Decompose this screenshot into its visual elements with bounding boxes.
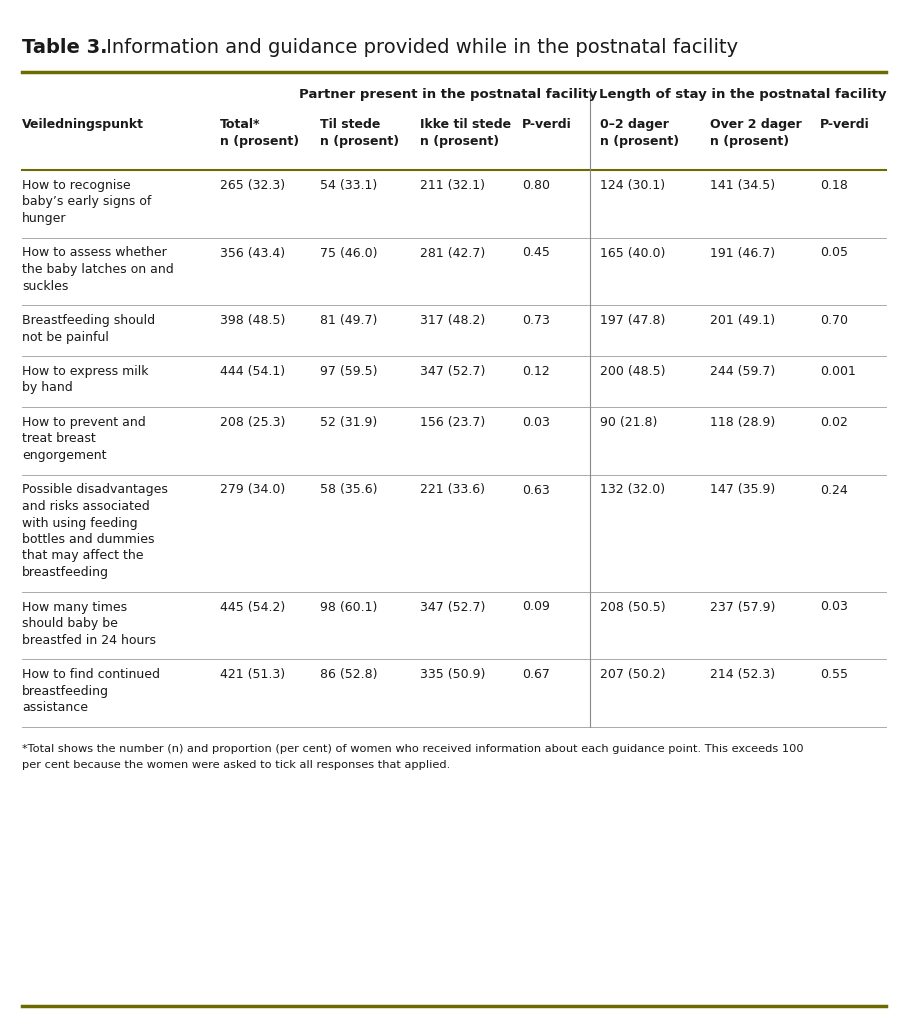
Text: How to prevent and
treat breast
engorgement: How to prevent and treat breast engorgem… [22, 416, 146, 462]
Text: 141 (34.5): 141 (34.5) [710, 179, 775, 193]
Text: 0.24: 0.24 [820, 483, 848, 497]
Text: 214 (52.3): 214 (52.3) [710, 668, 775, 681]
Text: 0.02: 0.02 [820, 416, 848, 429]
Text: 118 (28.9): 118 (28.9) [710, 416, 775, 429]
Text: 347 (52.7): 347 (52.7) [420, 365, 486, 378]
Text: 356 (43.4): 356 (43.4) [220, 247, 285, 259]
Text: 221 (33.6): 221 (33.6) [420, 483, 485, 497]
Text: 52 (31.9): 52 (31.9) [320, 416, 377, 429]
Text: P-verdi: P-verdi [820, 118, 870, 131]
Text: 0.80: 0.80 [522, 179, 550, 193]
Text: How to find continued
breastfeeding
assistance: How to find continued breastfeeding assi… [22, 668, 160, 714]
Text: How to assess whether
the baby latches on and
suckles: How to assess whether the baby latches o… [22, 247, 173, 293]
Text: 208 (50.5): 208 (50.5) [600, 600, 666, 613]
Text: 207 (50.2): 207 (50.2) [600, 668, 666, 681]
Text: 0.001: 0.001 [820, 365, 856, 378]
Text: 0.67: 0.67 [522, 668, 550, 681]
Text: 421 (51.3): 421 (51.3) [220, 668, 285, 681]
Text: 279 (34.0): 279 (34.0) [220, 483, 285, 497]
Text: 86 (52.8): 86 (52.8) [320, 668, 378, 681]
Text: 0.55: 0.55 [820, 668, 848, 681]
Text: 0–2 dager
n (prosent): 0–2 dager n (prosent) [600, 118, 679, 147]
Text: 124 (30.1): 124 (30.1) [600, 179, 666, 193]
Text: 54 (33.1): 54 (33.1) [320, 179, 377, 193]
Text: 347 (52.7): 347 (52.7) [420, 600, 486, 613]
Text: 0.03: 0.03 [522, 416, 550, 429]
Text: 0.09: 0.09 [522, 600, 550, 613]
Text: 0.12: 0.12 [522, 365, 549, 378]
Text: Til stede
n (prosent): Til stede n (prosent) [320, 118, 400, 147]
Text: 0.70: 0.70 [820, 314, 848, 327]
Text: Possible disadvantages
and risks associated
with using feeding
bottles and dummi: Possible disadvantages and risks associa… [22, 483, 168, 579]
Text: 0.63: 0.63 [522, 483, 549, 497]
Text: 165 (40.0): 165 (40.0) [600, 247, 666, 259]
Text: per cent because the women were asked to tick all responses that applied.: per cent because the women were asked to… [22, 761, 450, 770]
Text: How to recognise
baby’s early signs of
hunger: How to recognise baby’s early signs of h… [22, 179, 152, 225]
Text: 0.05: 0.05 [820, 247, 848, 259]
Text: 265 (32.3): 265 (32.3) [220, 179, 285, 193]
Text: 81 (49.7): 81 (49.7) [320, 314, 378, 327]
Text: 90 (21.8): 90 (21.8) [600, 416, 657, 429]
Text: 444 (54.1): 444 (54.1) [220, 365, 285, 378]
Text: 156 (23.7): 156 (23.7) [420, 416, 485, 429]
Text: How to express milk
by hand: How to express milk by hand [22, 365, 149, 394]
Text: 197 (47.8): 197 (47.8) [600, 314, 666, 327]
Text: 208 (25.3): 208 (25.3) [220, 416, 285, 429]
Text: P-verdi: P-verdi [522, 118, 572, 131]
Text: Breastfeeding should
not be painful: Breastfeeding should not be painful [22, 314, 155, 343]
Text: 132 (32.0): 132 (32.0) [600, 483, 666, 497]
Text: 201 (49.1): 201 (49.1) [710, 314, 775, 327]
Text: 211 (32.1): 211 (32.1) [420, 179, 485, 193]
Text: 58 (35.6): 58 (35.6) [320, 483, 378, 497]
Text: 0.03: 0.03 [820, 600, 848, 613]
Text: 147 (35.9): 147 (35.9) [710, 483, 775, 497]
Text: Partner present in the postnatal facility: Partner present in the postnatal facilit… [300, 88, 597, 101]
Text: 97 (59.5): 97 (59.5) [320, 365, 378, 378]
Text: 200 (48.5): 200 (48.5) [600, 365, 666, 378]
Text: How many times
should baby be
breastfed in 24 hours: How many times should baby be breastfed … [22, 600, 156, 646]
Text: Table 3.: Table 3. [22, 38, 107, 57]
Text: 398 (48.5): 398 (48.5) [220, 314, 285, 327]
Text: 335 (50.9): 335 (50.9) [420, 668, 486, 681]
Text: Ikke til stede
n (prosent): Ikke til stede n (prosent) [420, 118, 511, 147]
Text: Total*
n (prosent): Total* n (prosent) [220, 118, 299, 147]
Text: 317 (48.2): 317 (48.2) [420, 314, 485, 327]
Text: 237 (57.9): 237 (57.9) [710, 600, 775, 613]
Text: 191 (46.7): 191 (46.7) [710, 247, 775, 259]
Text: 281 (42.7): 281 (42.7) [420, 247, 485, 259]
Text: 75 (46.0): 75 (46.0) [320, 247, 378, 259]
Text: 0.18: 0.18 [820, 179, 848, 193]
Text: Veiledningspunkt: Veiledningspunkt [22, 118, 144, 131]
Text: 98 (60.1): 98 (60.1) [320, 600, 378, 613]
Text: Over 2 dager
n (prosent): Over 2 dager n (prosent) [710, 118, 802, 147]
Text: Information and guidance provided while in the postnatal facility: Information and guidance provided while … [100, 38, 738, 57]
Text: 244 (59.7): 244 (59.7) [710, 365, 775, 378]
Text: 0.45: 0.45 [522, 247, 550, 259]
Text: 445 (54.2): 445 (54.2) [220, 600, 285, 613]
Text: *Total shows the number (n) and proportion (per cent) of women who received info: *Total shows the number (n) and proporti… [22, 744, 804, 755]
Text: 0.73: 0.73 [522, 314, 550, 327]
Text: Length of stay in the postnatal facility: Length of stay in the postnatal facility [599, 88, 887, 101]
